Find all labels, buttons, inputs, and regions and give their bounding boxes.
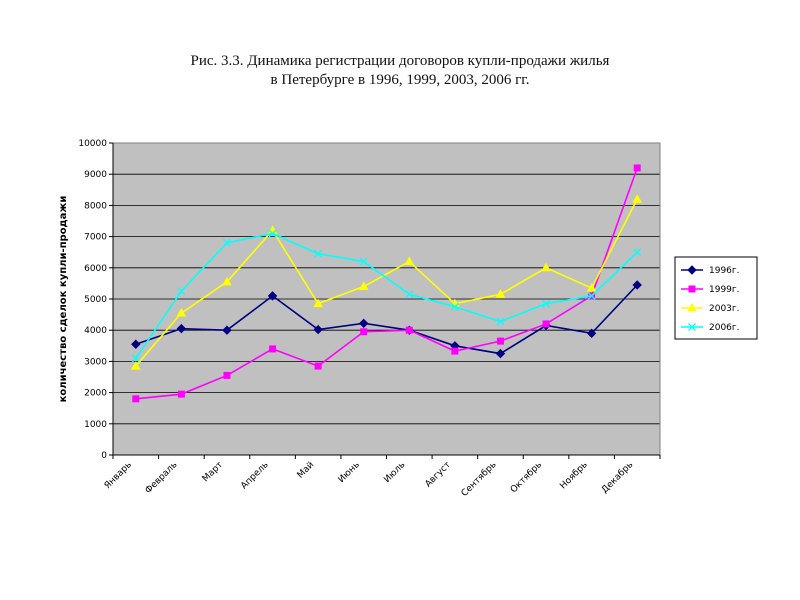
data-point-marker [404,256,415,266]
data-point-marker [176,308,187,317]
data-point-marker [405,326,413,334]
data-point-marker [496,317,505,326]
y-axis-label: количество сделок купли-продажи [58,196,69,403]
chart-title: Рис. 3.3. Динамика регистрации договоров… [0,52,800,90]
data-point-marker [131,354,140,363]
series-group [130,164,643,403]
data-point-marker [541,262,551,272]
data-point-marker [687,265,697,275]
data-point-marker [451,347,459,355]
y-tick-label: 8000 [84,201,107,211]
data-point-marker [495,348,506,359]
data-point-marker [222,325,232,335]
data-point-marker [132,395,140,403]
x-tick-label: Январь [103,460,134,491]
y-tick-label: 3000 [84,357,107,367]
data-point-marker [496,337,504,345]
data-point-marker [269,345,277,353]
legend-label: 2006г. [709,323,740,333]
x-tick-label: Июль [382,460,407,485]
y-tick-label: 5000 [84,295,107,305]
data-point-marker [222,238,231,247]
x-tick-label: Май [296,460,317,481]
data-point-marker [313,298,323,308]
data-point-marker [313,324,323,335]
data-point-marker [586,283,597,292]
data-point-marker [542,299,551,308]
data-point-marker [632,280,642,290]
x-tick-label: Ноябрь [558,460,589,491]
y-tick-label: 6000 [84,264,107,274]
data-point-marker [586,328,597,339]
data-point-marker [358,281,369,291]
series-line [135,167,638,400]
data-point-marker [633,248,642,257]
data-point-marker [177,390,185,398]
data-point-marker [222,276,232,286]
data-point-marker [687,302,697,312]
data-point-marker [688,323,696,331]
y-tick-label: 10000 [78,139,107,149]
x-tick-label: Февраль [144,460,180,496]
x-axis-ticks: Январь Февраль Март Апрель Май Июнь Июль Август… [103,455,661,499]
x-tick-label: Октябрь [509,460,544,495]
x-tick-label: Июнь [337,460,362,485]
x-tick-label: Март [201,460,225,484]
legend-item: 1999г. [681,285,740,295]
x-tick-label: Декабрь [600,460,635,495]
data-point-marker [360,328,368,336]
series-line [135,198,638,367]
data-point-marker [131,339,141,349]
data-point-marker [267,291,278,301]
data-point-marker [587,291,596,300]
x-tick-label: Апрель [239,460,270,491]
y-tick-label: 4000 [84,326,107,336]
data-point-marker [130,361,141,370]
data-point-marker [176,323,187,334]
y-tick-label: 2000 [84,389,107,399]
legend-item: 1996г. [681,265,740,276]
legend-label: 1999г. [709,285,740,295]
data-point-marker [405,290,414,299]
data-point-marker [632,194,643,203]
data-point-marker [542,320,550,328]
y-tick-label: 1000 [84,420,107,430]
data-point-marker [359,257,368,266]
series-3 [130,194,643,370]
data-point-marker [314,249,323,258]
data-point-marker [268,229,277,238]
legend: 1996г. 1999г. 2003г. 2006г. [674,256,758,340]
legend-label: 2003г. [709,304,740,314]
data-point-marker [223,371,231,379]
data-point-marker [495,289,506,298]
x-tick-label: Август [423,460,452,489]
data-point-marker [177,287,186,296]
x-tick-label: Сентябрь [460,460,499,499]
series-line [135,232,638,359]
chart-title-line-1: Рис. 3.3. Динамика регистрации договоров… [190,53,610,69]
legend-item: 2006г. [681,323,740,333]
series-line [135,284,638,355]
data-point-marker [359,318,369,329]
data-point-marker [688,285,696,293]
legend-item: 2003г. [681,302,740,314]
data-point-marker [314,362,322,370]
y-tick-label: 7000 [84,233,107,243]
series-4 [131,229,642,363]
data-point-marker [450,302,459,311]
y-tick-label: 0 [101,451,107,461]
legend-label: 1996г. [709,266,740,276]
y-tick-label: 9000 [84,170,107,180]
chart-title-line-2: в Петербурге в 1996, 1999, 2003, 2006 гг… [270,72,530,88]
data-point-marker [633,164,641,172]
